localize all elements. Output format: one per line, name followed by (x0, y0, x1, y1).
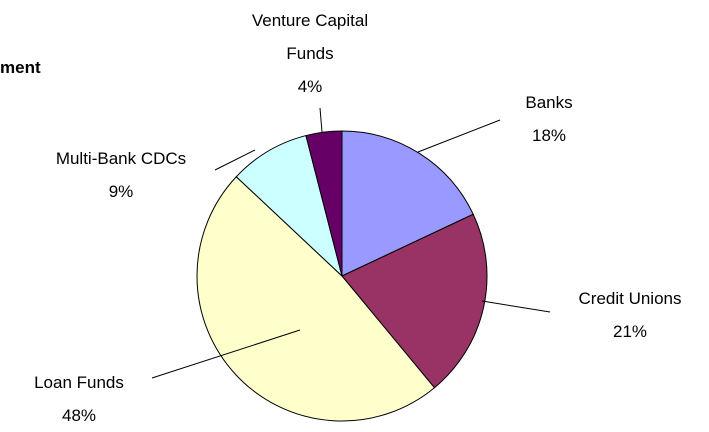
pie-slice (341, 130, 474, 277)
category-label: Loan Funds (34, 373, 124, 392)
value-label: 9% (108, 182, 134, 201)
value-label: 4% (297, 77, 323, 96)
leader-line (214, 149, 256, 171)
pie-slice (305, 130, 343, 277)
leader-line (417, 119, 501, 153)
category-label: Multi-Bank CDCs (55, 149, 187, 168)
pie-slice (235, 134, 343, 278)
value-label: 18% (531, 126, 567, 145)
chart-title: ment (0, 58, 41, 77)
slice-label: Banks 18% (489, 86, 609, 152)
value-label: 48% (61, 406, 97, 425)
category-label: Banks (525, 93, 573, 112)
value-label: 21% (612, 322, 648, 341)
category-label: Venture Capital Funds (251, 11, 369, 63)
slice-label: Multi-Bank CDCs 9% (36, 142, 206, 208)
leader-line (151, 329, 301, 379)
leader-line (319, 107, 323, 133)
leader-line (481, 300, 551, 313)
pie-slice (341, 213, 488, 389)
slice-label: Credit Unions 21% (555, 282, 705, 348)
slice-label: Loan Funds 48% (19, 366, 139, 432)
pie-slice (196, 176, 436, 422)
slice-label: Venture Capital Funds 4% (235, 4, 385, 103)
category-label: Credit Unions (578, 289, 682, 308)
